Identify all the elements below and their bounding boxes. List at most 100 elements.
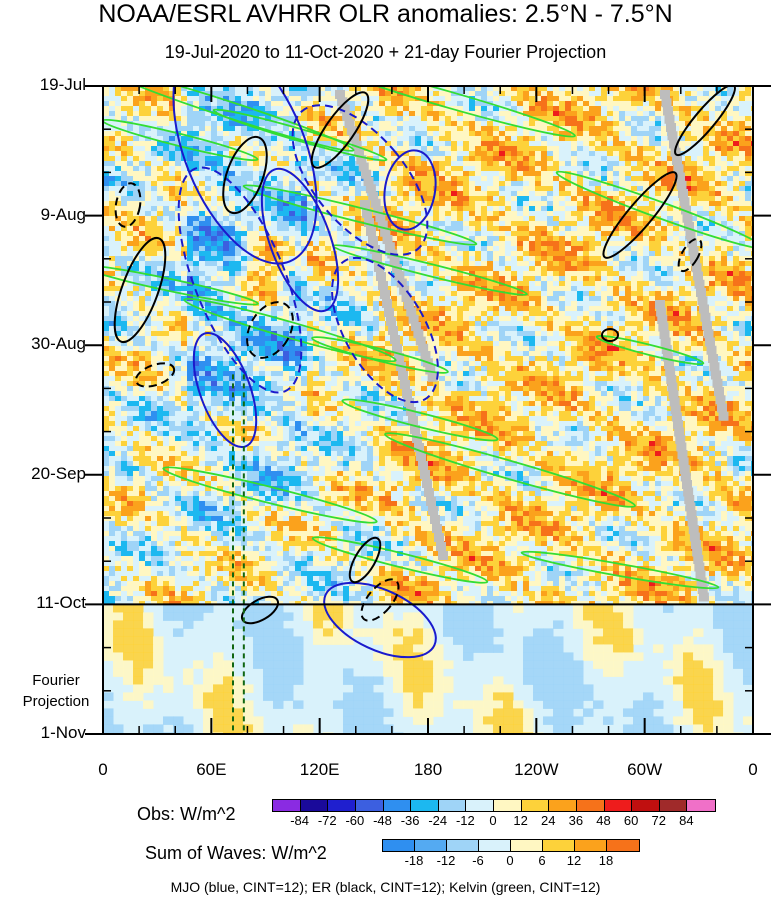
contour-legend-footer: MJO (blue, CINT=12); ER (black, CINT=12)… [170, 879, 601, 895]
colorbar-tick-label: 0 [506, 853, 514, 868]
colorbar-swatch [576, 800, 605, 811]
mjo-contour [323, 581, 437, 659]
projection-label-line-2: Projection [22, 693, 90, 710]
colorbar-tick-label: -12 [455, 813, 475, 828]
er-contour [348, 536, 382, 584]
kelvin-contour [183, 297, 397, 363]
colorbar-swatch [438, 800, 467, 811]
er-contour [602, 171, 678, 259]
colorbar-swatch [355, 800, 384, 811]
er-contour [310, 91, 370, 169]
colorbar-tick-label: 72 [651, 813, 666, 828]
olr-anomaly-field [103, 86, 753, 607]
colorbar-swatch [273, 800, 301, 811]
mjo-contour [177, 166, 303, 394]
kelvin-contour [162, 466, 378, 524]
colorbar-tick-label: -6 [472, 853, 484, 868]
colorbar-tick-label: 24 [541, 813, 556, 828]
chart-title: NOAA/ESRL AVHRR OLR anomalies: 2.5°N - 7… [98, 0, 673, 28]
colorbar-swatch [415, 840, 447, 851]
colorbar-swatch [604, 800, 633, 811]
colorbar-tick-label: 18 [598, 853, 614, 868]
x-tick-label: 0 [748, 760, 758, 779]
colorbar-swatch [632, 800, 660, 811]
colorbar-swatch [383, 800, 412, 811]
kelvin-contour [595, 334, 705, 366]
projection-label-line-1: Fourier [32, 672, 80, 689]
waves-colorbar-title: Sum of Waves: W/m^2 [145, 843, 327, 863]
er-contour [674, 86, 736, 157]
colorbar-tick-label: 84 [679, 813, 694, 828]
projection-label: Fourier Projection [8, 670, 104, 712]
er-contour [240, 595, 280, 625]
colorbar-swatch [521, 800, 550, 811]
colorbar-swatch [607, 840, 639, 851]
x-tick-label: 180 [413, 760, 443, 779]
colorbar-swatch [479, 840, 511, 851]
y-tick-label: 19-Jul [39, 75, 86, 94]
y-tick-label: 9-Aug [40, 204, 86, 224]
colorbar-swatch [447, 840, 479, 851]
chart-subtitle: 19-Jul-2020 to 11-Oct-2020 + 21-day Four… [164, 42, 607, 62]
colorbar-tick-label: 12 [566, 853, 582, 868]
missing-data-stripes [335, 90, 729, 602]
colorbar-tick-label: -60 [345, 813, 365, 828]
mjo-contour [383, 149, 437, 231]
y-tick-label: 1-Nov [40, 723, 86, 742]
colorbar-tick-label: 12 [513, 813, 528, 828]
colorbar-swatch [411, 800, 439, 811]
colorbar-tick-label: 0 [489, 813, 497, 828]
colorbar-tick-label: 48 [596, 813, 611, 828]
mjo-contour [291, 104, 429, 256]
colorbar-tick-label: -24 [428, 813, 448, 828]
kelvin-contour [103, 118, 259, 162]
obs-colorbar [272, 799, 716, 812]
kelvin-contour [242, 184, 478, 246]
mjo-contour [331, 256, 439, 404]
er-contour [134, 362, 176, 388]
kelvin-contour [520, 550, 720, 590]
er-contour [114, 182, 142, 228]
er-contour [360, 578, 400, 622]
colorbar-tick-label: 36 [568, 813, 584, 828]
colorbar-swatch [511, 840, 543, 851]
x-tick-label: 120E [299, 760, 340, 779]
colorbar-swatch [328, 800, 356, 811]
obs-colorbar-title: Obs: W/m^2 [137, 804, 236, 824]
er-contour [246, 301, 294, 359]
kelvin-contour [324, 86, 576, 138]
colorbar-tick-label: -12 [436, 853, 456, 868]
colorbar-swatch [300, 800, 329, 811]
colorbar-tick-label: -36 [400, 813, 420, 828]
colorbar-tick-label: 6 [538, 853, 546, 868]
colorbar-swatch [575, 840, 607, 851]
er-contour [677, 237, 703, 273]
x-tick-label: 60E [196, 760, 227, 779]
kelvin-contour [311, 536, 489, 584]
er-contour [113, 236, 167, 344]
x-tick-label: 120W [514, 760, 559, 779]
wave-contours [103, 86, 753, 659]
er-contour [222, 135, 268, 215]
er-contour [601, 328, 619, 342]
kelvin-contour [341, 398, 499, 442]
colorbar-swatch [494, 800, 522, 811]
kelvin-contour [555, 170, 753, 250]
colorbar-tick-label: -18 [404, 853, 424, 868]
mjo-contour [172, 86, 318, 265]
colorbar-swatch [383, 840, 415, 851]
colorbar-tick-label: -48 [373, 813, 392, 828]
colorbar-swatch [549, 800, 577, 811]
colorbar-tick-label: -72 [317, 813, 337, 828]
mjo-contour [192, 331, 258, 449]
colorbar-tick-label: -84 [290, 813, 310, 828]
x-tick-label: 0 [98, 760, 108, 779]
y-tick-label: 30-Aug [31, 334, 86, 354]
colorbar-swatch [659, 800, 688, 811]
y-tick-label: 11-Oct [36, 593, 86, 613]
colorbar-tick-label: 60 [623, 813, 639, 828]
kelvin-contour [311, 336, 449, 374]
waves-colorbar [382, 839, 640, 852]
colorbar-swatch [466, 800, 494, 811]
